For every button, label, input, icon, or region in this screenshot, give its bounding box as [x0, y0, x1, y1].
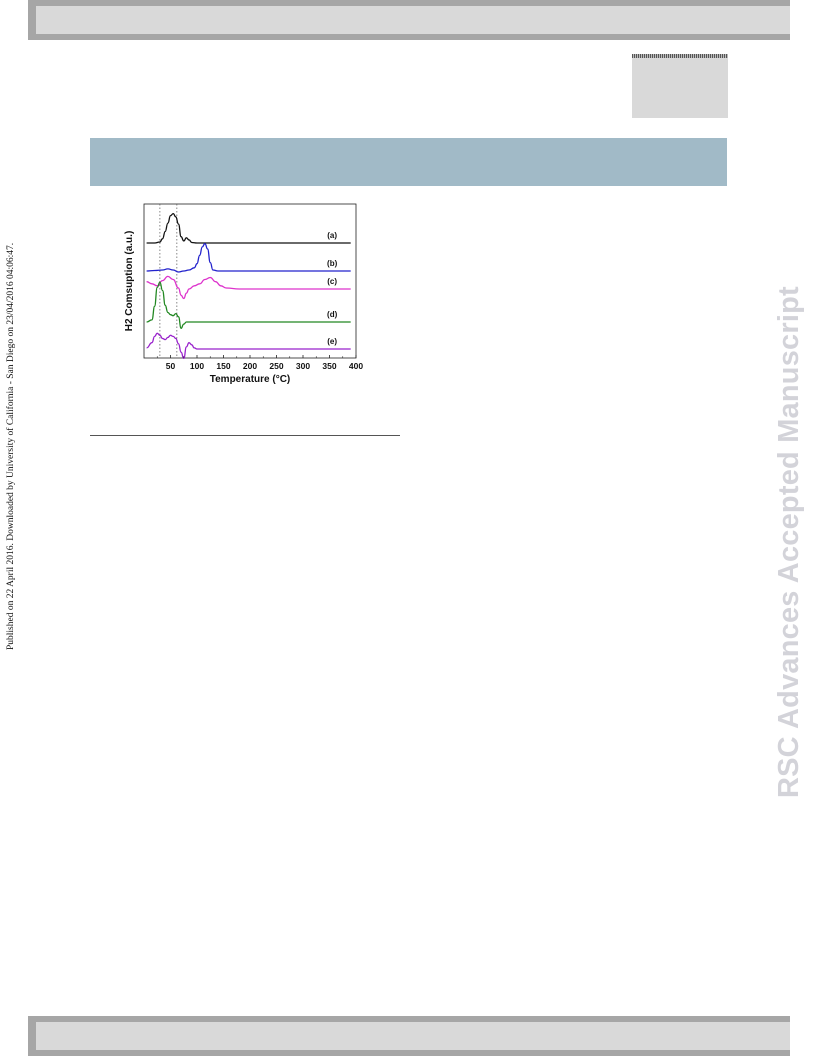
x-tick-label-5: 300	[296, 361, 310, 371]
tpr-chart: (a)(b)(c)(d)(e) 50 100 150 200 250 300 350 400 …	[124, 203, 363, 385]
series-line-4	[146, 332, 351, 360]
x-tick-label-4: 250	[269, 361, 283, 371]
series-line-2	[146, 275, 351, 300]
x-tick-label-3: 200	[243, 361, 257, 371]
curve-labels: (a) (b) (c) (d) (e)	[327, 231, 338, 346]
x-axis-title: Temperature (°C)	[210, 374, 291, 385]
download-notice: Published on 22 April 2016. Downloaded b…	[6, 242, 16, 650]
series-line-1	[146, 243, 351, 273]
x-tick-label-1: 100	[190, 361, 204, 371]
x-ticks: 50 100 150 200 250 300 350 400	[156, 355, 363, 371]
title-band	[90, 138, 727, 186]
series-label-2: (c)	[327, 277, 337, 286]
header-bar-inner	[36, 6, 790, 34]
y-axis-title: H2 Comsuption (a.u.)	[124, 231, 135, 332]
x-tick-label-6: 350	[322, 361, 336, 371]
series-label-4: (e)	[327, 337, 337, 346]
accepted-manuscript-watermark: RSC Advances Accepted Manuscript	[773, 286, 805, 798]
plot-frame	[143, 203, 357, 359]
series-label-0: (a)	[327, 231, 337, 240]
x-tick-label-2: 150	[216, 361, 230, 371]
x-tick-label-7: 400	[349, 361, 363, 371]
series-layer	[146, 212, 351, 360]
series-line-3	[146, 281, 351, 329]
footer-bar	[28, 1016, 790, 1056]
header-bar	[28, 0, 790, 40]
series-line-0	[146, 212, 351, 244]
journal-logo-placeholder	[632, 54, 728, 118]
section-rule	[90, 435, 400, 436]
series-label-3: (d)	[327, 310, 338, 319]
footer-bar-inner	[36, 1022, 790, 1050]
tpr-figure: (a) (b) (c) (d) (e) 50 100 150 200 250 300 350 400 …	[120, 196, 370, 396]
reference-lines	[159, 204, 178, 358]
x-tick-label-0: 50	[166, 361, 176, 371]
logo-stripe	[632, 54, 728, 58]
series-label-1: (b)	[327, 259, 338, 268]
